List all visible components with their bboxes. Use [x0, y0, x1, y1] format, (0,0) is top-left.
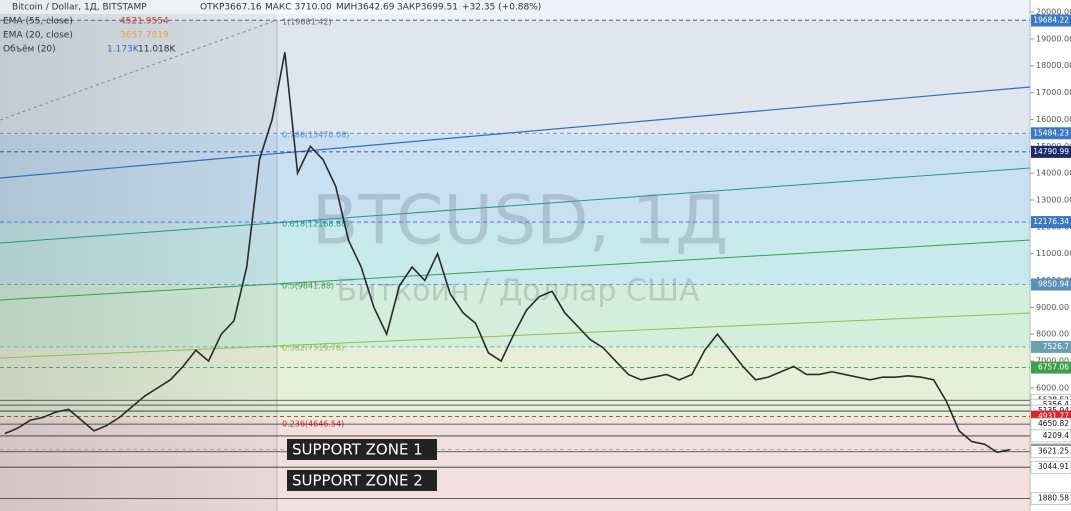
price-label: 3621.25	[1038, 447, 1069, 456]
ohlc-high: МАКС 3710.00	[265, 3, 332, 13]
trend-lines	[0, 19, 1031, 359]
indicator-value: 3657.7819	[120, 31, 169, 41]
y-tick-label: 9000.00	[1036, 303, 1069, 312]
y-tick-label: 6000.00	[1036, 383, 1069, 392]
price-label-box	[1030, 460, 1071, 474]
watermark-text: BTCUSD, 1Д	[312, 182, 729, 261]
indicator-legend: EMA (55, close) 4521.9554 EMA (20, close…	[3, 17, 176, 55]
y-tick-label: 20000.00	[1036, 8, 1071, 17]
ohlc-change: +32.35 (+0.88%)	[462, 3, 541, 13]
price-label-box	[1031, 361, 1071, 374]
annotation: SUPPORT ZONE 2	[292, 472, 423, 490]
fib-label: 0.786(15470.08)	[282, 131, 349, 140]
price-label: 5356.4	[1043, 400, 1069, 409]
price-label: 4931.77	[1038, 412, 1069, 421]
y-tick-label: 14000.00	[1036, 169, 1071, 178]
price-label-box	[1031, 127, 1071, 140]
indicator-value: 4521.9554	[120, 17, 169, 27]
price-label-box	[1031, 14, 1071, 27]
header: Bitcoin / Dollar, 1Д, BITSTAMP ОТКР3667.…	[0, 0, 541, 14]
y-tick-label: 8000.00	[1036, 330, 1069, 339]
price-label-box	[1030, 492, 1071, 505]
ohlc-low: МИН3642.69	[336, 3, 395, 13]
y-tick-label: 19000.00	[1036, 34, 1071, 43]
price-label-box	[1031, 216, 1071, 229]
fib-label: 1(19681.42)	[282, 18, 332, 27]
price-label-box	[1030, 445, 1071, 458]
watermark-subtitle: Биткоин / Доллар США	[337, 274, 700, 309]
fib-label: 0.5(9841.88)	[282, 282, 334, 291]
fib-label: 0.618(12168.88)	[282, 220, 349, 229]
price-label: 3044.91	[1038, 462, 1069, 471]
y-tick-label: 16000.00	[1036, 115, 1071, 124]
indicator-name: EMA (20, close)	[3, 31, 73, 41]
watermark: BTCUSD, 1Д Биткоин / Доллар США	[312, 182, 729, 309]
y-tick-label: 17000.00	[1036, 88, 1071, 97]
ohlc-open: ОТКР3667.16	[200, 3, 262, 13]
price-label: 9850.94	[1038, 280, 1069, 289]
price-label: 12176.34	[1033, 217, 1069, 226]
price-label-box	[1030, 429, 1071, 443]
price-label: 6757.06	[1038, 363, 1069, 372]
indicator-name: EMA (55, close)	[3, 17, 73, 27]
price-label: 4650.82	[1038, 419, 1069, 428]
price-label-box	[1031, 340, 1071, 353]
y-tick-label: 7000.00	[1036, 357, 1069, 366]
y-tick-label: 11000.00	[1036, 249, 1071, 258]
price-label-box	[1031, 278, 1071, 291]
indicator-value: 1.173K	[107, 45, 140, 55]
indicator-name: Объём (20)	[3, 45, 56, 55]
price-label: 15484.23	[1033, 128, 1069, 137]
y-tick-label: 18000.00	[1036, 61, 1071, 70]
symbol-title: Bitcoin / Dollar, 1Д, BITSTAMP	[12, 3, 147, 13]
indicator-value: 11.018K	[138, 45, 176, 55]
y-tick-label: 13000.00	[1036, 195, 1071, 204]
price-label: 19684.22	[1033, 16, 1069, 25]
annotations: SUPPORT ZONE 1 SUPPORT ZONE 2	[287, 439, 437, 491]
ohlc-close: ЗАКР3699.51	[397, 3, 458, 13]
price-label: 1880.58	[1038, 493, 1069, 502]
plot: 6000.007000.008000.009000.0010000.001100…	[0, 8, 1071, 505]
price-label: 7526.7	[1043, 342, 1069, 351]
price-line-series	[4, 52, 1011, 454]
fib-label: 0.382(7519.78)	[282, 344, 344, 353]
price-label-box	[1031, 145, 1071, 158]
price-label: 4209.4	[1043, 431, 1069, 440]
price-label: 14790.99	[1033, 147, 1069, 156]
annotation: SUPPORT ZONE 1	[292, 441, 423, 459]
